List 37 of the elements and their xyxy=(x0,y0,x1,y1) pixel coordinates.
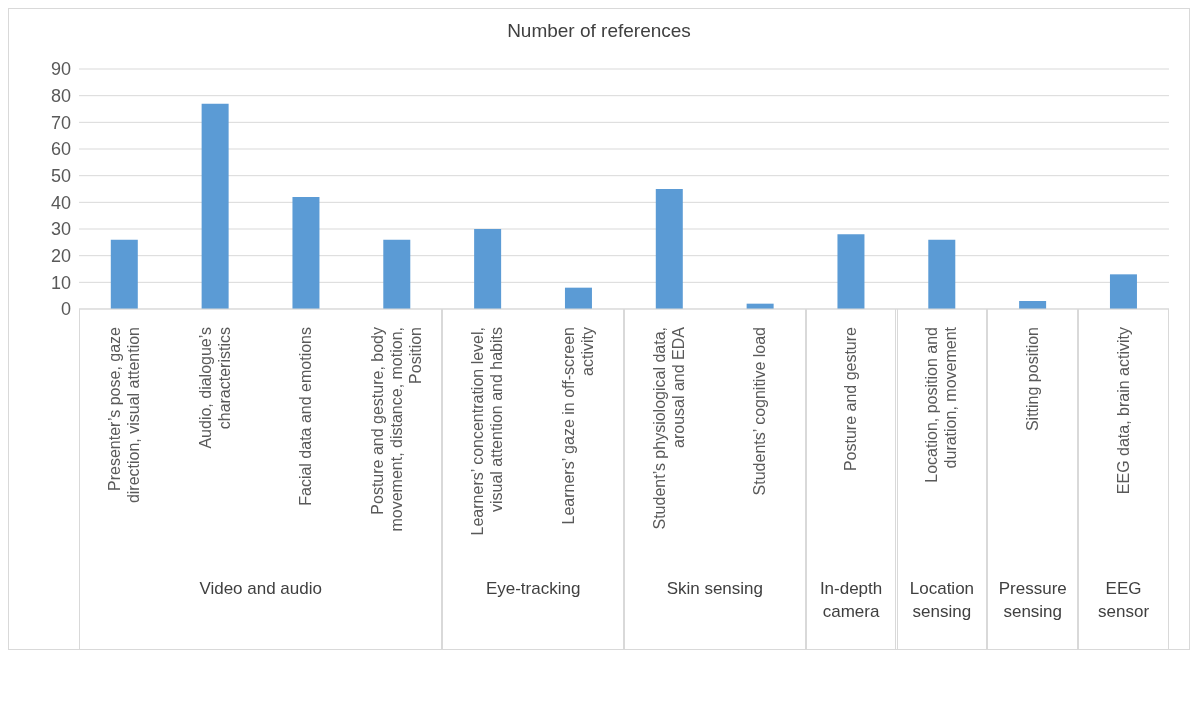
y-tick-label: 30 xyxy=(50,219,71,240)
bar xyxy=(383,239,411,309)
y-tick-label: 70 xyxy=(50,112,71,133)
bar xyxy=(110,239,138,309)
text: In-depth camera xyxy=(818,578,884,623)
text: EEG sensor xyxy=(1097,578,1151,623)
text: Video and audio xyxy=(198,578,323,600)
x-tick-label: Learners’ gaze in off-screen activity xyxy=(560,327,597,525)
y-tick-label: 40 xyxy=(50,192,71,213)
x-tick-label: Presenter’s pose, gaze direction, visual attention xyxy=(105,326,142,504)
x-tick-label: Students’ cognitive load xyxy=(751,327,769,496)
bar xyxy=(837,234,865,309)
x-tick-label: EEG data, brain activity xyxy=(1114,327,1132,495)
bar xyxy=(201,103,229,309)
bar xyxy=(928,239,956,309)
chart-title: Number of references xyxy=(506,19,692,43)
y-tick-label: 10 xyxy=(50,272,71,293)
y-tick-label: 20 xyxy=(50,246,71,267)
y-tick-label: 0 xyxy=(60,299,71,320)
text: Location sensing xyxy=(908,578,976,623)
y-tick-label: 90 xyxy=(50,59,71,80)
bar xyxy=(655,189,683,309)
y-tick-label: 50 xyxy=(50,166,71,187)
y-tick-label: 60 xyxy=(50,139,71,160)
x-tick-label: Facial data and emotions xyxy=(297,327,315,506)
x-tick-label: Sitting position xyxy=(1023,327,1041,432)
y-tick-label: 80 xyxy=(50,86,71,107)
text: Eye-tracking xyxy=(484,578,582,600)
x-tick-label: Posture and gesture xyxy=(842,326,860,472)
text: Pressure sensing xyxy=(997,578,1068,623)
x-tick-label: Posture and gesture, body movement, distance, motion, Position xyxy=(368,327,424,532)
bar xyxy=(474,229,502,309)
x-tick-label: Location, position and duration, movement xyxy=(923,326,960,483)
bar xyxy=(564,287,592,309)
bar xyxy=(1109,274,1137,309)
text: Skin sensing xyxy=(665,578,764,600)
bar xyxy=(292,197,320,309)
